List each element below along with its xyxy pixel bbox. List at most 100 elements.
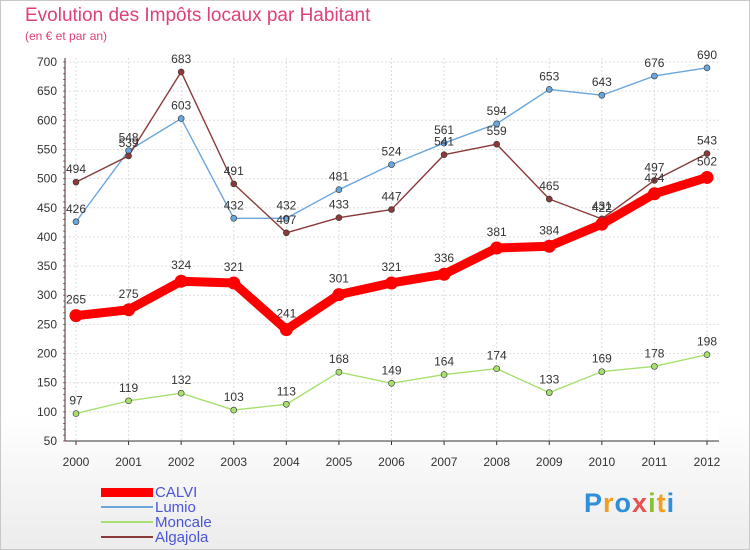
- data-label-lumio: 432: [224, 198, 244, 212]
- data-label-moncale: 168: [329, 352, 349, 366]
- data-label-algajola: 559: [487, 124, 507, 138]
- chart-subtitle: (en € et par an): [25, 29, 108, 43]
- data-label-lumio: 426: [66, 202, 86, 216]
- legend-label: CALVI: [155, 484, 198, 501]
- point-moncale: [335, 368, 343, 376]
- point-calvi: [385, 276, 398, 290]
- point-calvi: [647, 187, 661, 201]
- point-moncale: [545, 389, 553, 396]
- point-algajola: [703, 150, 711, 157]
- line-chart: 50 100 150 200 250 300 350 400 450 500 550 600 650 70…: [37, 48, 721, 469]
- y-tick-label: 450: [37, 201, 57, 215]
- point-algajola: [230, 180, 238, 188]
- data-label-calvi: 324: [171, 258, 191, 272]
- point-calvi: [490, 241, 504, 255]
- series-points: [69, 64, 714, 417]
- y-tick-label: 400: [37, 230, 57, 244]
- logo-letter: i: [648, 488, 657, 518]
- y-tick-label: 200: [37, 347, 57, 361]
- data-label-algajola: 491: [224, 164, 244, 178]
- chart-title: Evolution des Impôts locaux par Habitant: [25, 5, 371, 26]
- point-lumio: [440, 139, 448, 147]
- logo-letter: P: [584, 488, 604, 518]
- legend: CALVI Lumio Moncale Algajola: [101, 484, 321, 546]
- x-tick-label: 2002: [168, 455, 195, 469]
- data-label-algajola: 433: [329, 198, 349, 212]
- point-algajola: [335, 214, 343, 221]
- data-label-algajola: 431: [592, 199, 612, 213]
- point-algajola: [651, 177, 658, 184]
- data-label-moncale: 178: [644, 346, 664, 360]
- point-lumio: [651, 72, 658, 80]
- point-moncale: [230, 406, 238, 414]
- point-algajola: [545, 195, 553, 203]
- data-label-moncale: 198: [697, 335, 717, 349]
- data-label-moncale: 149: [381, 363, 401, 377]
- point-calvi: [279, 323, 293, 337]
- x-tick-label: 2009: [536, 455, 563, 469]
- x-tick-label: 2003: [220, 455, 247, 469]
- point-calvi: [437, 267, 451, 281]
- data-labels: 97 119 132 103 113 168 149 164 174 133 169 178 198 42…: [66, 48, 717, 408]
- y-tick-label: 50: [44, 434, 58, 448]
- data-label-moncale: 174: [487, 349, 507, 363]
- point-moncale: [440, 371, 448, 378]
- legend-item-moncale: Moncale: [101, 514, 321, 531]
- data-label-algajola: 497: [644, 160, 664, 174]
- point-algajola: [125, 152, 132, 160]
- data-label-calvi: 265: [66, 293, 86, 307]
- proxiti-logo: Proxiti: [584, 488, 675, 519]
- data-label-lumio: 690: [697, 48, 717, 62]
- x-tick-label: 2000: [63, 455, 90, 469]
- point-moncale: [177, 389, 185, 397]
- data-label-lumio: 432: [276, 198, 296, 212]
- data-label-moncale: 103: [224, 390, 244, 404]
- logo-letter: x: [632, 488, 649, 518]
- point-calvi: [174, 274, 188, 288]
- data-label-lumio: 524: [381, 145, 401, 159]
- data-label-moncale: 119: [119, 381, 138, 395]
- legend-label: Moncale: [155, 514, 212, 531]
- data-label-calvi: 502: [697, 154, 717, 168]
- y-tick-label: 550: [37, 142, 57, 156]
- data-label-moncale: 164: [434, 355, 454, 369]
- data-label-lumio: 561: [434, 123, 454, 137]
- x-tick-label: 2008: [483, 455, 510, 469]
- point-moncale: [388, 379, 395, 387]
- point-algajola: [493, 140, 500, 148]
- point-algajola: [283, 229, 290, 237]
- point-calvi: [122, 303, 136, 317]
- point-lumio: [493, 120, 500, 128]
- point-lumio: [598, 91, 606, 99]
- data-label-calvi: 321: [381, 260, 401, 274]
- data-label-lumio: 594: [487, 104, 507, 118]
- x-tick-label: 2007: [431, 455, 458, 469]
- data-label-calvi: 474: [644, 171, 664, 185]
- data-label-algajola: 541: [434, 135, 454, 149]
- y-tick-label: 700: [37, 55, 57, 69]
- point-moncale: [72, 410, 80, 417]
- y-tick-label: 350: [37, 259, 57, 273]
- point-lumio: [177, 115, 185, 122]
- point-lumio: [230, 214, 238, 222]
- point-lumio: [388, 161, 395, 168]
- point-algajola: [388, 206, 395, 213]
- data-label-calvi: 381: [487, 225, 507, 239]
- data-label-calvi: 241: [276, 307, 296, 321]
- x-tick-label: 2005: [326, 455, 353, 469]
- plot-area: [65, 58, 719, 441]
- point-algajola: [72, 178, 80, 186]
- x-tick-label: 2012: [694, 455, 721, 469]
- x-tick-label: 2010: [588, 455, 615, 469]
- point-lumio: [703, 64, 711, 72]
- data-label-algajola: 494: [66, 162, 86, 176]
- data-label-calvi: 301: [329, 272, 349, 286]
- y-tick-label: 650: [37, 84, 57, 98]
- x-tick-label: 2011: [642, 455, 668, 469]
- point-calvi: [542, 239, 556, 253]
- legend-item-algajola: Algajola: [101, 529, 321, 546]
- logo-letter: i: [666, 488, 676, 518]
- data-label-moncale: 133: [539, 373, 559, 387]
- legend-label: Algajola: [155, 529, 209, 546]
